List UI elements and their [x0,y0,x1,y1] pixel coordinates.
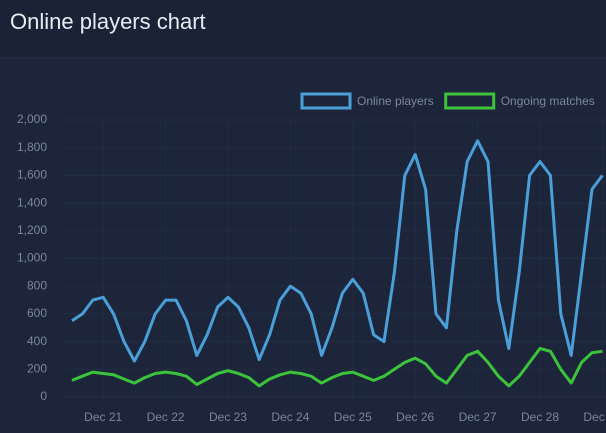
y-tick-label: 200 [27,361,47,375]
x-tick-label: Dec 23 [209,410,247,424]
legend-label: Ongoing matches [501,94,595,108]
legend-swatch [444,92,496,110]
x-tick-label: Dec 22 [147,410,185,424]
y-tick-label: 800 [27,278,47,292]
x-tick-label: Dec 29 [583,410,606,424]
y-tick-label: 1,400 [17,195,47,209]
x-tick-label: Dec 26 [396,410,434,424]
y-tick-label: 1,000 [17,251,47,265]
legend-label: Online players [357,94,434,108]
x-tick-label: Dec 27 [459,410,497,424]
series-line [71,347,603,388]
x-tick-label: Dec 28 [521,410,559,424]
x-tick-label: Dec 24 [271,410,309,424]
y-tick-label: 2,000 [17,112,47,126]
y-tick-label: 400 [27,334,47,348]
chart-title: Online players chart [10,9,206,34]
series-line [71,139,604,363]
x-tick-label: Dec 21 [84,410,122,424]
y-tick-label: 1,200 [17,223,47,237]
header [0,0,606,58]
y-tick-label: 1,600 [17,168,47,182]
y-tick-label: 0 [40,389,47,403]
x-tick-label: Dec 25 [334,410,372,424]
legend-swatch [300,92,352,110]
y-tick-label: 600 [27,306,47,320]
y-tick-label: 1,800 [17,140,47,154]
